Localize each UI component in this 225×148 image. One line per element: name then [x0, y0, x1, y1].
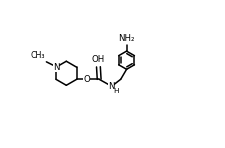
Text: H: H [113, 88, 119, 94]
Text: OH: OH [92, 55, 105, 64]
Text: O: O [83, 75, 90, 84]
Text: CH₃: CH₃ [31, 51, 45, 60]
Text: NH₂: NH₂ [118, 34, 135, 43]
Text: N: N [53, 63, 59, 72]
Text: N: N [108, 82, 115, 91]
